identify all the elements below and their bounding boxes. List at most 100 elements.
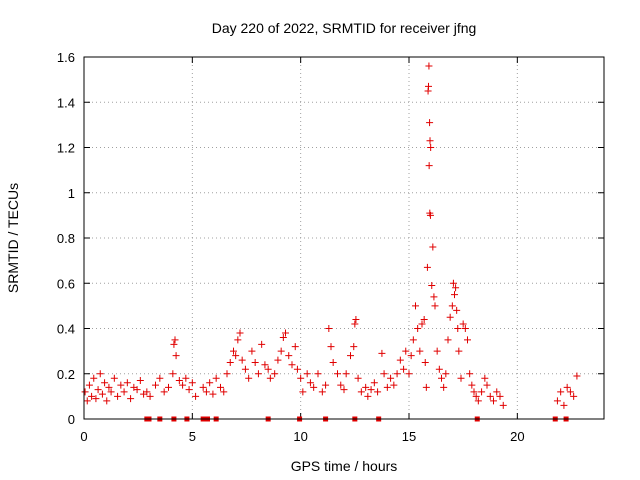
data-point <box>350 343 358 351</box>
data-point <box>318 388 326 396</box>
data-point <box>573 372 581 380</box>
data-point <box>481 374 489 382</box>
data-point <box>291 343 299 351</box>
data-point <box>212 374 220 382</box>
data-point <box>402 347 410 355</box>
data-point <box>405 370 413 378</box>
x-tick-label: 10 <box>293 429 307 444</box>
data-point <box>570 392 578 400</box>
data-point <box>470 388 478 396</box>
data-point <box>427 144 435 151</box>
data-point <box>425 82 432 90</box>
data-point <box>172 352 180 360</box>
y-tick-label: 1.6 <box>57 50 75 65</box>
x-tick-label: 5 <box>189 429 196 444</box>
data-point <box>310 383 318 391</box>
data-point <box>169 370 177 378</box>
data-point <box>206 379 214 387</box>
x-tick-label: 0 <box>80 429 87 444</box>
data-point <box>114 392 122 400</box>
data-point <box>354 374 362 382</box>
data-point <box>182 374 190 382</box>
data-point <box>101 379 109 387</box>
data-point <box>285 352 293 360</box>
data-point <box>136 377 144 385</box>
data-point <box>418 320 426 328</box>
data-point <box>146 392 154 400</box>
data-point <box>438 374 445 382</box>
data-point <box>352 315 360 323</box>
data-point <box>444 336 452 344</box>
data-point <box>464 336 471 344</box>
data-point <box>421 358 429 366</box>
data-point <box>453 306 461 314</box>
data-point <box>423 263 431 271</box>
data-point <box>430 293 438 301</box>
plot-frame <box>83 56 605 420</box>
y-tick-label: 0 <box>68 412 75 427</box>
data-point <box>483 381 491 389</box>
data-point <box>440 383 448 391</box>
data-point <box>472 392 480 400</box>
y-tick-label: 1.4 <box>57 95 75 110</box>
data-point <box>258 340 266 348</box>
tick-labels: 0 5 10 15 20 0 0.2 0.4 0.6 0.8 1 1.2 1.4 1.6 <box>57 50 525 444</box>
x-tick-label: 15 <box>402 429 416 444</box>
data-point <box>156 374 164 382</box>
data-point <box>378 349 386 357</box>
data-point <box>96 370 104 378</box>
data-point <box>396 356 404 364</box>
data-point <box>143 388 151 396</box>
data-point <box>261 361 269 369</box>
data-point <box>407 352 415 360</box>
data-point <box>429 243 437 251</box>
data-point <box>454 325 462 332</box>
data-point <box>374 388 382 396</box>
data-point <box>428 282 436 290</box>
data-point <box>234 336 242 344</box>
data-point <box>282 329 289 337</box>
data-point <box>103 397 111 405</box>
data-point <box>322 381 330 389</box>
data-point <box>123 379 131 387</box>
data-point <box>90 374 98 382</box>
grid-lines <box>84 57 604 419</box>
data-point <box>496 392 504 400</box>
y-tick-label: 1.2 <box>57 141 75 156</box>
data-point <box>251 358 259 366</box>
data-point <box>85 381 93 389</box>
data-point <box>230 347 237 355</box>
y-tick-label: 0.8 <box>57 231 75 246</box>
data-point <box>446 313 454 321</box>
data-point <box>431 302 439 310</box>
x-axis-label: GPS time / hours <box>291 458 398 474</box>
data-point <box>303 370 311 378</box>
data-point <box>152 381 159 389</box>
data-point <box>553 397 561 405</box>
data-point <box>364 392 372 400</box>
data-point <box>98 390 106 398</box>
data-point <box>226 358 234 366</box>
data-point <box>420 315 428 323</box>
data-point <box>232 352 240 360</box>
data-point <box>274 356 282 364</box>
data-point <box>133 386 141 394</box>
data-point <box>426 119 434 127</box>
data-point <box>92 395 100 403</box>
data-point <box>293 365 301 373</box>
data-point <box>351 320 359 328</box>
data-point <box>412 302 419 310</box>
data-point <box>478 388 486 396</box>
data-point <box>468 381 476 389</box>
data-point <box>426 211 434 219</box>
data-point <box>370 379 378 387</box>
data-point <box>557 388 565 396</box>
data-point <box>325 325 333 332</box>
data-point <box>414 325 422 332</box>
data-point <box>297 374 305 382</box>
data-point <box>367 386 375 394</box>
data-point <box>435 365 443 373</box>
data-point <box>277 347 285 355</box>
data-point <box>390 381 398 389</box>
data-point <box>279 334 287 342</box>
